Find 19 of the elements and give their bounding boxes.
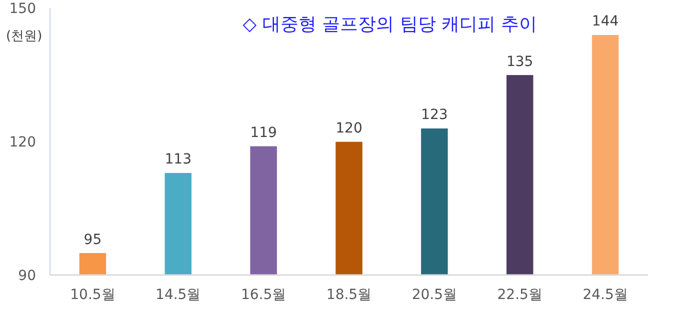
y-tick-label: 90 — [18, 268, 36, 284]
x-tick-label: 18.5월 — [326, 287, 372, 303]
y-axis-title: (천원) — [6, 29, 42, 44]
data-label: 135 — [506, 54, 534, 70]
x-tick-label: 24.5월 — [582, 287, 628, 303]
chart-title: ◇ 대중형 골프장의 팀당 캐디피 추이 — [242, 14, 538, 35]
data-label: 123 — [421, 107, 448, 124]
x-tick-label: 14.5월 — [156, 287, 201, 303]
data-label: 144 — [592, 14, 619, 30]
x-tick-label: 16.5월 — [240, 287, 286, 303]
data-label: 119 — [250, 124, 277, 141]
x-tick-label: 20.5월 — [412, 287, 458, 303]
y-tick-label: 120 — [9, 134, 36, 150]
data-label: 95 — [84, 232, 102, 248]
data-label: 120 — [336, 120, 362, 136]
x-tick-label: 22.5월 — [497, 287, 542, 303]
data-label: 113 — [164, 152, 192, 168]
y-tick-label: 150 — [9, 0, 36, 17]
x-tick-label: 10.5월 — [70, 287, 116, 303]
